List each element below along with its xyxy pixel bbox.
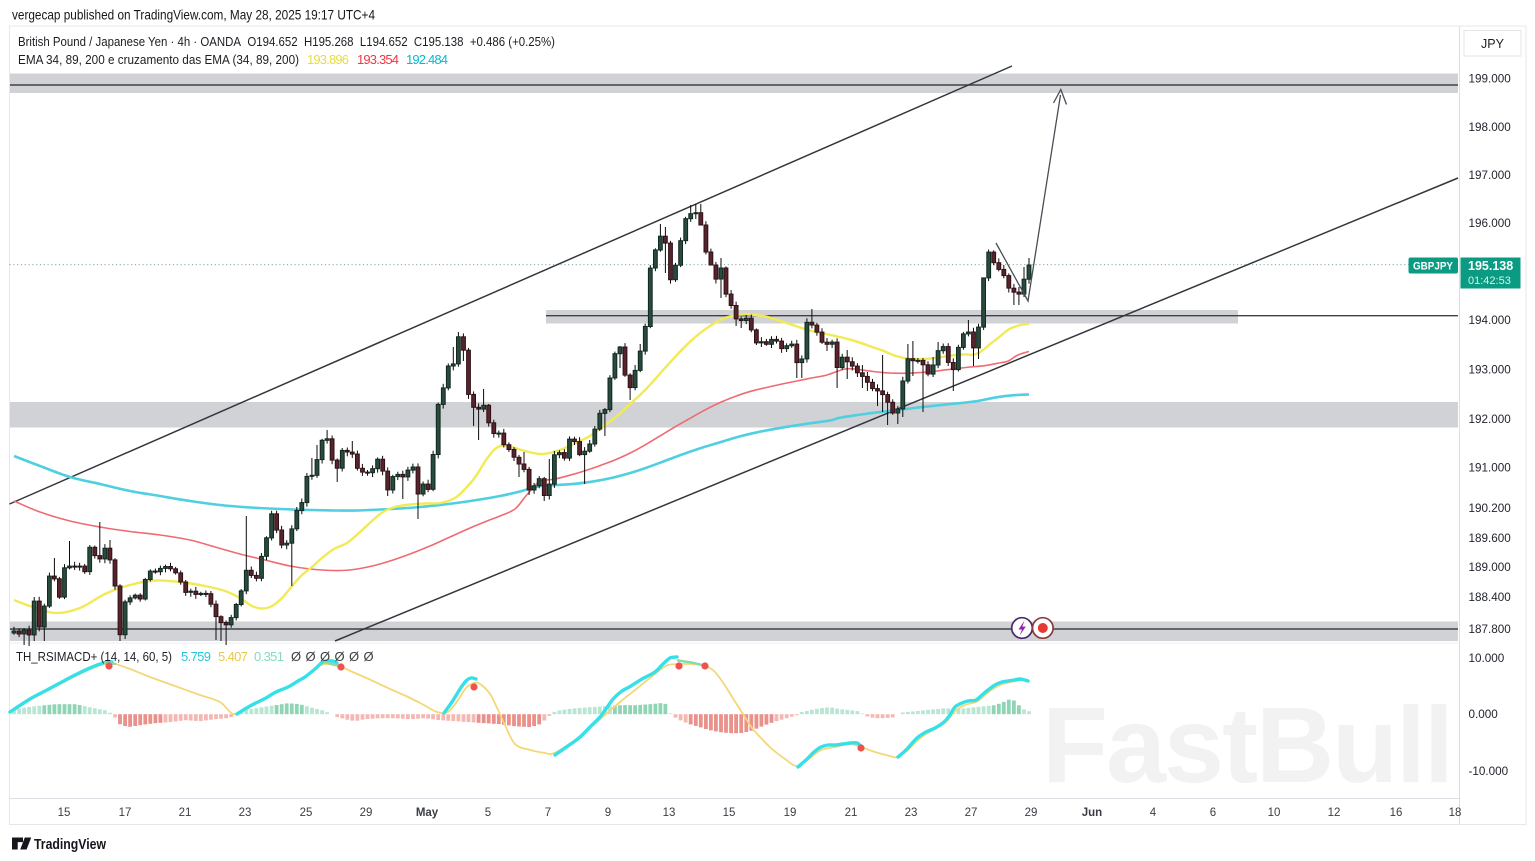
svg-text:29: 29 <box>360 807 373 819</box>
svg-text:vergecap published on TradingV: vergecap published on TradingView.com, M… <box>12 7 375 23</box>
svg-text:194.000: 194.000 <box>1469 314 1512 327</box>
svg-text:193.000: 193.000 <box>1469 364 1512 377</box>
svg-text:189.600: 189.600 <box>1469 532 1512 545</box>
svg-text:TH_RSIMACD+ (14, 14, 60, 5): TH_RSIMACD+ (14, 14, 60, 5) <box>16 649 172 664</box>
svg-text:5.759: 5.759 <box>181 649 211 664</box>
svg-text:7: 7 <box>545 807 551 819</box>
svg-text:15: 15 <box>58 807 71 819</box>
svg-text:192.484: 192.484 <box>406 52 448 67</box>
svg-text:191.000: 191.000 <box>1469 462 1512 475</box>
svg-text:193.354: 193.354 <box>357 52 399 67</box>
svg-text:190.200: 190.200 <box>1469 502 1512 515</box>
svg-text:May: May <box>416 807 439 819</box>
svg-text:4: 4 <box>1150 807 1157 819</box>
svg-text:FastBull: FastBull <box>1042 684 1452 805</box>
svg-text:19: 19 <box>784 807 797 819</box>
svg-text:0.351: 0.351 <box>254 649 284 664</box>
svg-text:5.407: 5.407 <box>218 649 248 664</box>
svg-text:13: 13 <box>663 807 676 819</box>
svg-text:12: 12 <box>1328 807 1341 819</box>
svg-text:British Pound / Japanese Yen ·: British Pound / Japanese Yen · 4h · OAND… <box>18 34 555 49</box>
svg-text:21: 21 <box>179 807 192 819</box>
svg-text:17: 17 <box>119 807 132 819</box>
svg-text:27: 27 <box>965 807 978 819</box>
svg-text:01:42:53: 01:42:53 <box>1468 275 1511 287</box>
svg-text:15: 15 <box>723 807 736 819</box>
svg-text:-10.000: -10.000 <box>1469 765 1509 778</box>
svg-text:16: 16 <box>1390 807 1403 819</box>
svg-text:5: 5 <box>485 807 491 819</box>
svg-text:TradingView: TradingView <box>34 836 106 853</box>
svg-text:JPY: JPY <box>1481 37 1505 51</box>
svg-text:18: 18 <box>1449 807 1462 819</box>
svg-text:6: 6 <box>1210 807 1216 819</box>
svg-text:10.000: 10.000 <box>1469 652 1505 665</box>
svg-text:25: 25 <box>300 807 313 819</box>
svg-text:29: 29 <box>1025 807 1038 819</box>
svg-text:ØØØØØØ: ØØØØØØ <box>291 649 378 664</box>
svg-text:195.138: 195.138 <box>1468 259 1513 273</box>
svg-text:193.896: 193.896 <box>307 52 349 67</box>
svg-text:199.000: 199.000 <box>1469 73 1512 86</box>
svg-text:23: 23 <box>239 807 252 819</box>
svg-text:197.000: 197.000 <box>1469 169 1512 182</box>
svg-text:192.000: 192.000 <box>1469 413 1512 426</box>
svg-text:23: 23 <box>905 807 918 819</box>
svg-text:187.800: 187.800 <box>1469 623 1512 636</box>
svg-text:196.000: 196.000 <box>1469 217 1512 230</box>
svg-text:9: 9 <box>605 807 611 819</box>
svg-text:GBPJPY: GBPJPY <box>1413 261 1454 273</box>
svg-text:189.000: 189.000 <box>1469 561 1512 574</box>
svg-text:10: 10 <box>1268 807 1281 819</box>
svg-text:0.000: 0.000 <box>1469 708 1499 721</box>
svg-text:EMA 34, 89, 200 e cruzamento d: EMA 34, 89, 200 e cruzamento das EMA (34… <box>18 52 299 67</box>
svg-text:198.000: 198.000 <box>1469 121 1512 134</box>
svg-text:21: 21 <box>845 807 858 819</box>
svg-text:188.400: 188.400 <box>1469 591 1512 604</box>
svg-text:Jun: Jun <box>1082 807 1102 819</box>
